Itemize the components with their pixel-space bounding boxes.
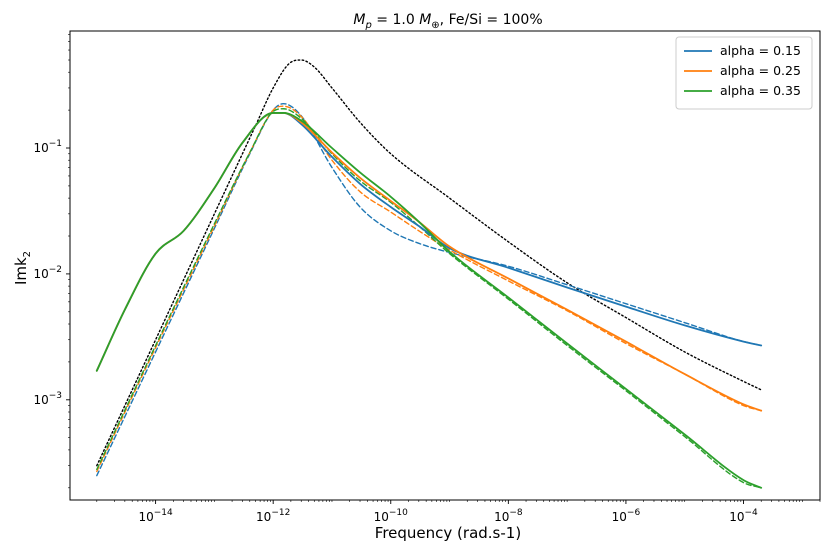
chart-title: Mp = 1.0 M⊕, Fe/Si = 100% xyxy=(353,12,542,31)
x-tick-label: 10−4 xyxy=(729,508,758,524)
x-tick-label: 10−8 xyxy=(494,508,523,524)
series-line-7-dotted xyxy=(96,59,762,467)
x-tick-label: 10−14 xyxy=(138,508,173,524)
legend: alpha = 0.15 alpha = 0.25 alpha = 0.35 xyxy=(675,36,813,110)
series-line-1-solid xyxy=(95,112,763,372)
x-tick-label: 10−12 xyxy=(256,508,290,524)
legend-label: alpha = 0.15 xyxy=(720,43,801,58)
y-tick-label: 10−3 xyxy=(33,391,62,407)
y-tick-label: 10−2 xyxy=(33,265,62,281)
y-tick-label: 10−1 xyxy=(33,139,62,155)
y-axis-ticks: 10−3 10−2 10−1 xyxy=(33,34,70,489)
x-axis-ticks: 10−14 10−12 10−10 10−8 10−6 10−4 xyxy=(96,500,821,524)
plot-area-frame xyxy=(69,30,821,501)
series-line-3-solid xyxy=(95,112,763,489)
x-tick-label: 10−10 xyxy=(374,508,409,524)
series-line-5-dashed xyxy=(96,105,762,473)
series-line-4-dashed xyxy=(96,102,762,477)
plot-lines xyxy=(95,59,763,489)
legend-label: alpha = 0.25 xyxy=(720,63,801,78)
legend-label: alpha = 0.35 xyxy=(720,83,801,98)
x-tick-label: 10−6 xyxy=(612,508,641,524)
y-axis-label: Imk2 xyxy=(12,251,33,285)
series-line-6-dashed xyxy=(96,108,762,489)
x-axis-label: Frequency (rad.s-1) xyxy=(375,524,521,542)
